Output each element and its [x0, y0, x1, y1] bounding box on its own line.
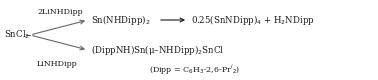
Text: (DippNH)Sn(μ–NHDipp)$_2$SnCl: (DippNH)Sn(μ–NHDipp)$_2$SnCl	[91, 43, 224, 57]
Text: 0.25(SnNDipp)$_4$ + H$_2$NDipp: 0.25(SnNDipp)$_4$ + H$_2$NDipp	[191, 13, 315, 27]
Text: Sn(NHDipp)$_2$: Sn(NHDipp)$_2$	[91, 13, 150, 27]
Text: SnCl$_2$: SnCl$_2$	[4, 29, 30, 41]
Text: LiNHDipp: LiNHDipp	[37, 60, 77, 68]
Text: 2LiNHDipp: 2LiNHDipp	[37, 8, 83, 16]
Text: (Dipp = C$_6$H$_3$-2,6-Pr$^i$$_2$): (Dipp = C$_6$H$_3$-2,6-Pr$^i$$_2$)	[149, 63, 241, 77]
